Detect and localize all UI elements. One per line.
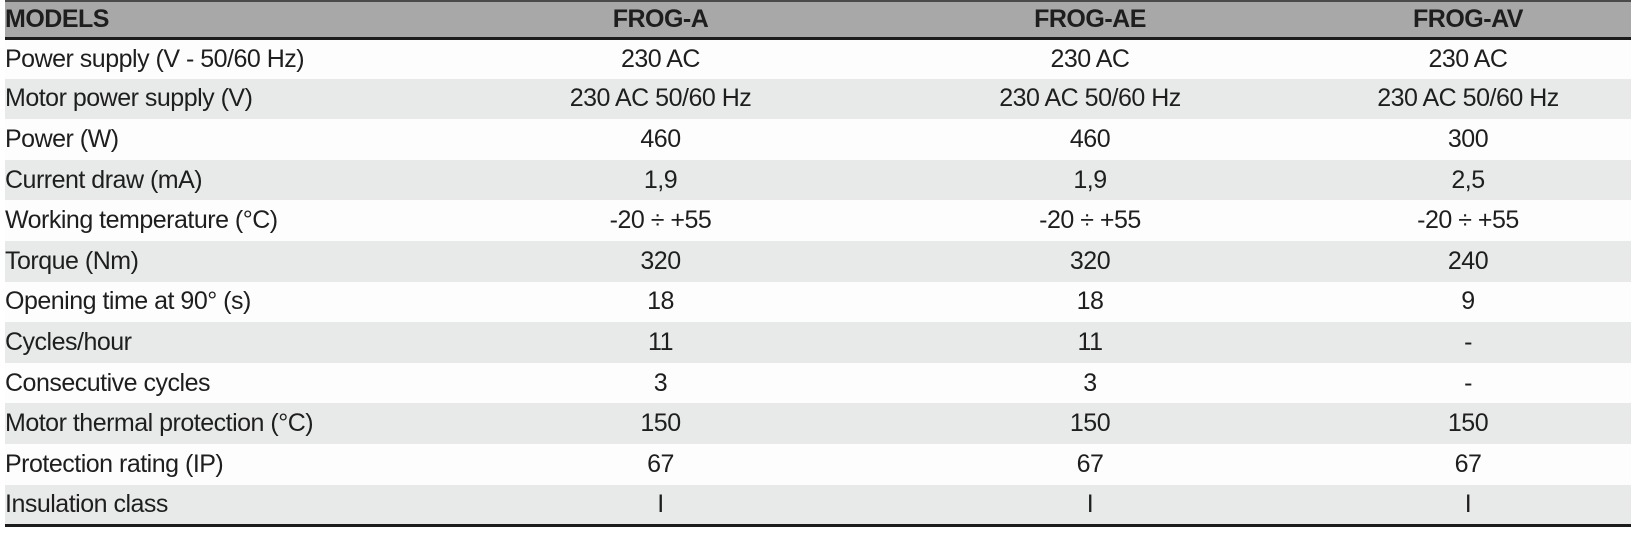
table-body: Power supply (V - 50/60 Hz) 230 AC 230 A…: [5, 38, 1631, 526]
row-label: Torque (Nm): [5, 246, 139, 275]
cell-value: 300: [1447, 124, 1489, 153]
cell-value: I: [1086, 489, 1094, 518]
row-label: Motor power supply (V): [5, 84, 253, 113]
cell-value: 230 AC: [1428, 44, 1508, 73]
cell-value: 320: [640, 246, 681, 275]
cell-value: -20 ÷ +55: [609, 206, 712, 235]
cell-value: 230 AC 50/60 Hz: [999, 84, 1181, 113]
cell-value: 11: [648, 327, 673, 356]
cell-value: 1,9: [1073, 165, 1107, 194]
row-label: Insulation class: [5, 489, 168, 518]
table-header: MODELS FROG-A FROG-AE FROG-AV: [5, 1, 1631, 40]
column-header-frog-av: FROG-AV: [1305, 1, 1631, 40]
table-row: Working temperature (°C) -20 ÷ +55 -20 ÷…: [5, 200, 1631, 241]
cell-value: -20 ÷ +55: [1417, 206, 1519, 235]
table-row: Motor thermal protection (°C) 150 150 15…: [5, 403, 1631, 444]
cell-value: 460: [640, 124, 681, 153]
cell-value: 9: [1461, 287, 1475, 316]
table-row: Torque (Nm) 320 320 240: [5, 240, 1631, 282]
row-label: Working temperature (°C): [5, 206, 278, 235]
cell-value: I: [657, 489, 664, 518]
row-label: Motor thermal protection (°C): [5, 409, 314, 438]
cell-value: 3: [1083, 368, 1097, 397]
cell-value: 240: [1447, 246, 1489, 275]
row-label: Power (W): [5, 124, 119, 153]
row-label: Protection rating (IP): [5, 449, 224, 478]
cell-value: 230 AC: [1050, 44, 1130, 73]
table-row: Power (W) 460 460 300: [5, 119, 1631, 160]
cell-value: 67: [647, 449, 674, 478]
row-label: Cycles/hour: [5, 327, 132, 356]
column-header-models: MODELS: [5, 1, 446, 40]
table-row: Opening time at 90° (s) 18 18 9: [5, 281, 1631, 323]
cell-value: 3: [653, 368, 668, 397]
cell-value: 150: [1069, 409, 1111, 438]
row-label: Current draw (mA): [5, 165, 203, 194]
cell-value: 150: [640, 409, 681, 438]
table-row: Protection rating (IP) 67 67 67: [5, 443, 1631, 485]
cell-value: 320: [1069, 246, 1111, 275]
cell-value: 230 AC: [620, 44, 701, 73]
row-label: Opening time at 90° (s): [5, 287, 251, 316]
cell-value: -20 ÷ +55: [1039, 206, 1141, 235]
cell-value: 460: [1069, 124, 1111, 153]
cell-value: -: [1464, 327, 1472, 356]
table-row: Motor power supply (V) 230 AC 50/60 Hz 2…: [5, 78, 1631, 120]
cell-value: 230 AC 50/60 Hz: [569, 84, 752, 113]
cell-value: 11: [1077, 327, 1103, 356]
cell-value: 150: [1447, 409, 1489, 438]
specifications-table: MODELS FROG-A FROG-AE FROG-AV Power supp…: [5, 0, 1631, 527]
cell-value: 67: [1454, 449, 1482, 478]
cell-value: 18: [1076, 287, 1104, 316]
column-header-frog-ae: FROG-AE: [875, 1, 1305, 40]
table-row: Power supply (V - 50/60 Hz) 230 AC 230 A…: [5, 38, 1631, 79]
table-row: Consecutive cycles 3 3 -: [5, 362, 1631, 404]
cell-value: 1,9: [643, 165, 678, 194]
cell-value: I: [1464, 489, 1472, 518]
header-row: MODELS FROG-A FROG-AE FROG-AV: [5, 1, 1631, 40]
cell-value: -: [1464, 368, 1472, 397]
table-row: Current draw (mA) 1,9 1,9 2,5: [5, 159, 1631, 201]
cell-value: 18: [647, 287, 674, 316]
column-header-frog-a: FROG-A: [446, 1, 875, 40]
cell-value: 67: [1076, 449, 1104, 478]
table-row: Cycles/hour 11 11 -: [5, 322, 1631, 363]
cell-value: 230 AC 50/60 Hz: [1377, 84, 1559, 113]
row-label: Power supply (V - 50/60 Hz): [5, 44, 305, 73]
row-label: Consecutive cycles: [5, 368, 210, 397]
table-row: Insulation class I I I: [5, 484, 1631, 526]
cell-value: 2,5: [1451, 165, 1485, 194]
